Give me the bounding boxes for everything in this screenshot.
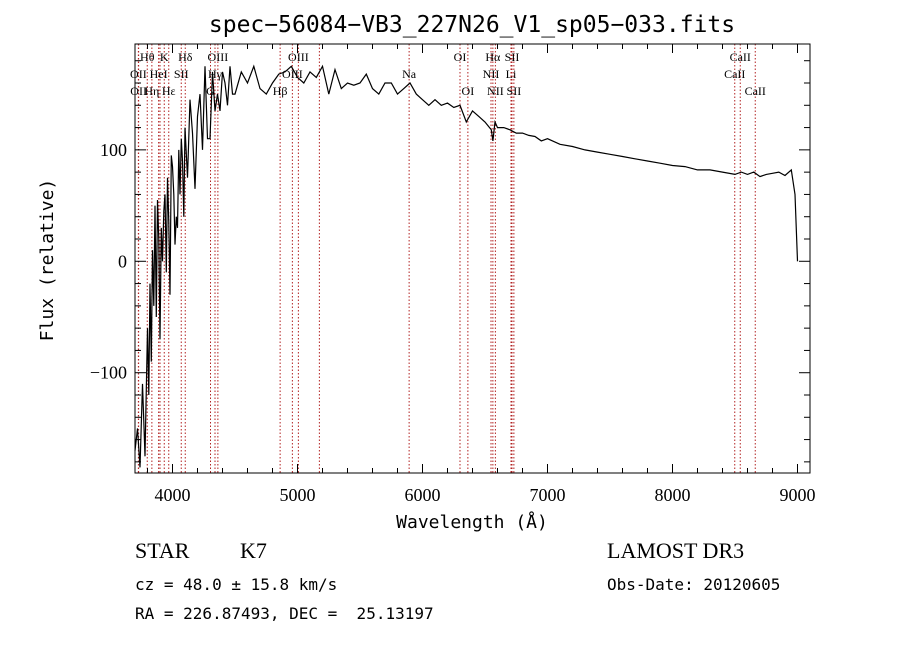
redshift-readout: cz = 48.0 ± 15.8 km/s [135, 575, 338, 594]
marker-label-Hθ: Hθ [140, 50, 155, 64]
marker-label-Hβ: Hβ [273, 84, 288, 98]
emission-line-markers [137, 44, 756, 473]
plot-frame [134, 43, 811, 474]
x-tick-label: 8000 [655, 485, 691, 505]
marker-label-HeI: HeI [150, 67, 168, 81]
flux-series-line [134, 64, 799, 468]
y-axis-label: Flux (relative) [37, 179, 58, 342]
marker-label-NII: NII [487, 84, 504, 98]
x-tick-label: 9000 [780, 485, 816, 505]
y-tick-label: 0 [118, 251, 127, 271]
survey-name: LAMOST DR3 [607, 538, 745, 563]
marker-label-G: G [206, 84, 215, 98]
marker-label-NII: NII [483, 67, 500, 81]
marker-label-OII: OII [130, 84, 147, 98]
x-tick-label: 6000 [405, 485, 441, 505]
marker-label-CaII: CaII [724, 67, 745, 81]
object-subclass: K7 [240, 538, 267, 563]
x-axis-label: Wavelength (Å) [396, 511, 548, 533]
observation-date: Obs-Date: 20120605 [607, 575, 781, 594]
y-tick-label: −100 [90, 363, 127, 383]
marker-label-SII: SII [174, 67, 189, 81]
marker-label-Hε: Hε [162, 84, 176, 98]
marker-label-Hδ: Hδ [178, 50, 193, 64]
marker-label-OI: OI [454, 50, 467, 64]
marker-label-K: K [160, 50, 169, 64]
coordinates-readout: RA = 226.87493, DEC = 25.13197 [135, 604, 434, 623]
marker-label-Na: Na [402, 67, 417, 81]
marker-label-OI: OI [462, 84, 475, 98]
marker-label-OIII: OIII [288, 50, 309, 64]
marker-label-SII: SII [505, 50, 520, 64]
marker-label-Li: Li [506, 67, 517, 81]
x-tick-label: 4000 [155, 485, 191, 505]
chart-title: spec−56084−VB3_227N26_V1_sp05−033.fits [209, 12, 735, 38]
marker-label-OIII: OIII [282, 67, 303, 81]
object-class: STAR [135, 538, 190, 563]
marker-label-OIII: OIII [208, 50, 229, 64]
marker-label-Hη: Hη [144, 84, 159, 98]
y-tick-label: 100 [100, 140, 127, 160]
axis-ticks: 4000 5000 6000 7000 8000 9000 −100 0 100 [90, 44, 816, 505]
marker-label-Hα: Hα [485, 50, 501, 64]
marker-label-Hγ: Hγ [208, 67, 223, 81]
x-tick-label: 7000 [530, 485, 566, 505]
x-tick-label: 5000 [280, 485, 316, 505]
marker-label-CaII: CaII [730, 50, 751, 64]
marker-label-CaII: CaII [745, 84, 766, 98]
marker-label-SII: SII [507, 84, 522, 98]
marker-label-OII: OII [130, 67, 147, 81]
